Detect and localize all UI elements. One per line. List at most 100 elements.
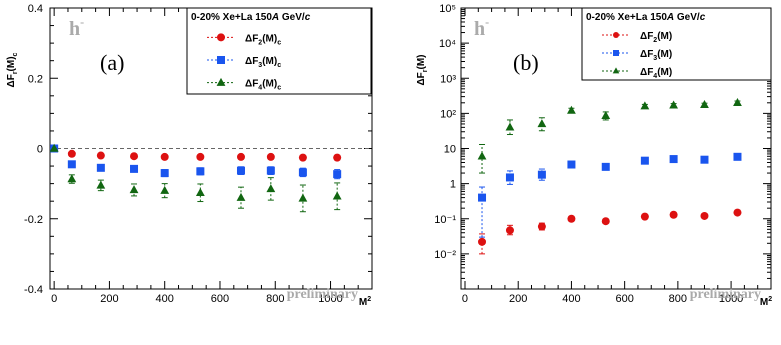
- series-3: [478, 152, 742, 238]
- legend-entry-sub: 2: [653, 37, 657, 44]
- chart-panel-a: 0 200 400 600 800 1000-0.4-0.200.20.4ΔFr(M)cM…: [6, 3, 373, 308]
- preliminary-watermark: preliminary: [287, 287, 358, 302]
- data-point: [640, 101, 650, 110]
- series-2: [50, 144, 342, 162]
- legend-entry-main: ΔF: [245, 56, 258, 67]
- legend-entry-tail-sub: c: [277, 85, 281, 92]
- legend-entry-main: ΔF: [640, 31, 653, 42]
- legend-marker-4: [216, 77, 226, 86]
- legend-box: [581, 7, 772, 81]
- data-point: [733, 152, 742, 161]
- y-tick-label: 1: [450, 179, 456, 191]
- legend-title-unit: GeV/: [279, 12, 305, 23]
- legend-marker-3: [613, 50, 619, 56]
- x-tick-label: 0: [51, 293, 57, 305]
- data-point: [130, 164, 139, 173]
- y-tick-label: 10⁻¹: [434, 214, 456, 226]
- series-2: [478, 208, 742, 255]
- y-axis-label-sub-c: c: [12, 52, 19, 56]
- preliminary-watermark: preliminary: [690, 287, 761, 302]
- data-point: [160, 185, 170, 194]
- legend-title-c: c: [700, 12, 706, 23]
- data-point: [298, 153, 307, 162]
- data-point: [266, 166, 275, 175]
- data-point: [537, 222, 546, 231]
- y-axis-label-tail: (M): [6, 56, 17, 71]
- data-point: [505, 173, 514, 182]
- legend-title-a: A: [271, 12, 279, 23]
- legend-entry-sub: 4: [258, 85, 262, 92]
- data-point: [505, 226, 514, 235]
- data-point: [669, 155, 678, 164]
- x-axis-label: M2: [760, 296, 772, 308]
- data-point: [130, 152, 139, 161]
- data-point: [477, 151, 487, 160]
- legend: 0-20% Xe+La 150A GeV/cΔF2(M)cΔF3(M)cΔF4(…: [186, 7, 372, 95]
- particle-label-main: h: [474, 18, 485, 40]
- legend-entry-sub: 4: [653, 73, 657, 80]
- legend-marker-2: [613, 32, 619, 38]
- y-tick-label: 10⁻²: [434, 249, 456, 261]
- data-point: [266, 152, 275, 161]
- data-point: [196, 152, 205, 161]
- y-tick-label: 10³: [440, 73, 456, 85]
- y-axis-label: ΔFr(M)c: [6, 52, 19, 87]
- data-point: [640, 156, 649, 165]
- legend-title-main: 0-20% Xe+La 150: [191, 12, 272, 23]
- data-point: [67, 160, 76, 169]
- x-tick-label: 400: [562, 293, 580, 305]
- data-point: [700, 100, 709, 109]
- data-point: [567, 214, 576, 223]
- legend-entry-tail: (M): [657, 49, 672, 60]
- legend-title-a: A: [666, 12, 674, 23]
- particle-label: h-: [474, 15, 489, 40]
- data-point: [700, 211, 709, 220]
- particle-label-sup: -: [485, 15, 489, 29]
- series-4: [477, 98, 742, 174]
- legend-marker-4: [612, 67, 620, 74]
- x-axis-label-main: M: [359, 297, 367, 308]
- data-point: [332, 191, 342, 200]
- x-tick-label: 600: [211, 293, 229, 305]
- legend-title-c: c: [305, 12, 311, 23]
- x-tick-label: 0: [462, 293, 468, 305]
- legend-marker-2: [217, 33, 225, 42]
- y-tick-label: -0.4: [24, 284, 43, 296]
- data-point: [160, 169, 169, 178]
- data-point: [333, 170, 342, 179]
- legend-title-unit: GeV/: [674, 12, 700, 23]
- legend-entry-3: ΔF3(M)c: [245, 56, 281, 69]
- legend-title-main: 0-20% Xe+La 150: [586, 12, 667, 23]
- data-point: [700, 155, 709, 164]
- legend-entry-3: ΔF3(M): [640, 49, 672, 62]
- x-tick-label: 200: [509, 293, 527, 305]
- data-point: [49, 143, 59, 152]
- y-tick-label: 0.4: [28, 3, 43, 15]
- data-point: [669, 210, 678, 219]
- legend-entry-4: ΔF4(M): [640, 67, 672, 80]
- legend-entry-tail: (M): [657, 31, 672, 42]
- y-axis-label-sub: r: [422, 69, 429, 72]
- y-axis-label-main: ΔF: [6, 74, 17, 87]
- x-tick-label: 1000: [719, 293, 743, 305]
- legend-entry-tail-sub: c: [277, 62, 281, 69]
- data-point: [601, 111, 611, 120]
- x-axis-label-sup: 2: [367, 296, 371, 303]
- data-point: [160, 152, 169, 161]
- data-point: [669, 100, 679, 109]
- legend-entry-main: ΔF: [640, 67, 653, 78]
- legend-entry-main: ΔF: [245, 79, 258, 90]
- data-point: [236, 192, 246, 201]
- legend-title: 0-20% Xe+La 150A GeV/c: [191, 12, 311, 23]
- series-3: [50, 144, 342, 180]
- legend-entry-sub: 3: [653, 55, 657, 62]
- data-point: [601, 162, 610, 171]
- data-point: [567, 160, 576, 169]
- data-point: [96, 163, 105, 172]
- data-point: [266, 184, 276, 193]
- y-tick-label: 0: [37, 144, 43, 156]
- y-axis-label-main: ΔF: [416, 72, 427, 85]
- data-point: [478, 237, 487, 246]
- data-point: [236, 152, 245, 161]
- data-point: [505, 122, 515, 131]
